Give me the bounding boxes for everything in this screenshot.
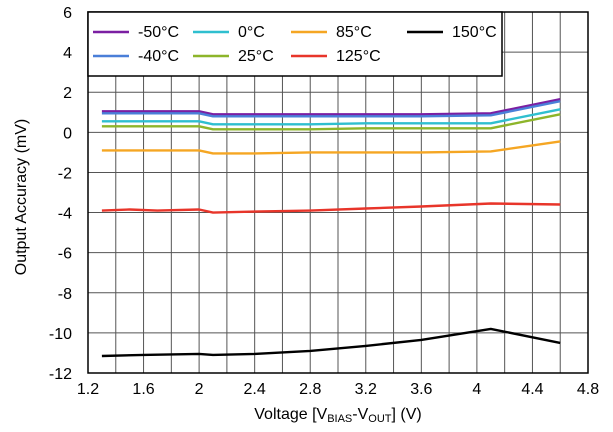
y-tick-label: 2 <box>63 85 72 102</box>
y-axis-title: Output Accuracy (mV) <box>13 119 30 276</box>
x-tick-label: 3.2 <box>355 381 377 398</box>
series-line <box>101 98 561 116</box>
legend-label: 25°C <box>238 48 274 65</box>
legend-label: 85°C <box>336 24 372 41</box>
y-tick-label: -4 <box>58 206 72 223</box>
x-axis-title: Voltage [VBIAS-VOUT] (V) <box>254 406 421 425</box>
y-tick-label: -10 <box>49 326 72 343</box>
x-tick-label: 4.8 <box>577 381 599 398</box>
y-tick-label: -2 <box>58 165 72 182</box>
series-line <box>101 202 561 214</box>
x-tick-label: 1.2 <box>77 381 99 398</box>
legend: -50°C -40°C 0°C 25°C 85°C 125°C 150°C <box>87 11 503 77</box>
series-line <box>101 327 561 358</box>
x-tick-label: 1.6 <box>132 381 154 398</box>
y-tick-label: -6 <box>58 246 72 263</box>
y-tick-label: 4 <box>63 45 72 62</box>
x-tick-label: 2.4 <box>244 381 266 398</box>
y-tick-label: 6 <box>63 5 72 22</box>
x-tick-label: 3.6 <box>410 381 432 398</box>
y-tick-label: -12 <box>49 366 72 383</box>
series-lines <box>101 98 561 358</box>
y-tick-label: 0 <box>63 125 72 142</box>
x-tick-label: 4.4 <box>521 381 543 398</box>
series-line <box>101 113 561 131</box>
legend-label: -50°C <box>138 24 179 41</box>
x-tick-label: 2 <box>195 381 204 398</box>
legend-box <box>87 11 503 77</box>
series-line <box>101 108 561 126</box>
tick-labels: 1.2 1.6 2 2.4 2.8 3.2 3.6 4 4.4 4.8 -12 -10 -8 -6 -4 -2… <box>49 5 599 398</box>
legend-label: -40°C <box>138 48 179 65</box>
series-line <box>101 140 561 155</box>
legend-label: 0°C <box>238 24 265 41</box>
series-line <box>101 100 561 118</box>
legend-label: 150°C <box>452 24 497 41</box>
x-tick-label: 2.8 <box>299 381 321 398</box>
x-tick-label: 4 <box>472 381 481 398</box>
legend-label: 125°C <box>336 48 381 65</box>
y-tick-label: -8 <box>58 286 72 303</box>
